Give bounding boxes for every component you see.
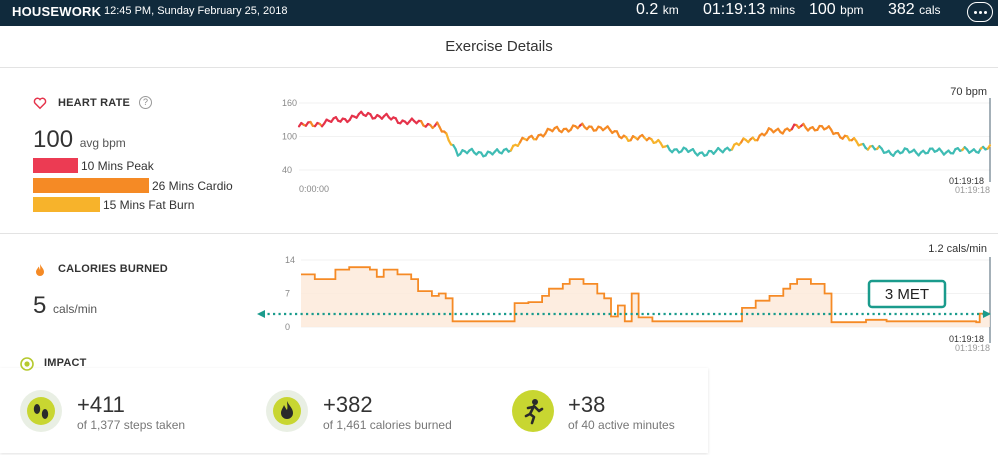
calories-caption: of 1,461 calories burned	[323, 418, 452, 432]
cardio-zone-label: 26 Mins Cardio	[152, 179, 233, 193]
hr-x-start: 0:00:00	[299, 184, 329, 194]
met-label-box	[867, 279, 947, 309]
calories-burned-title: CALORIES BURNED	[58, 263, 168, 275]
flame-icon-circle	[266, 390, 308, 432]
dot-icon	[983, 10, 987, 14]
footprints-icon-circle	[20, 390, 62, 432]
exercise-summary-bar: HOUSEWORK 12:45 PM, Sunday February 25, …	[0, 0, 998, 26]
peak-zone-bar	[33, 158, 78, 173]
distance-stat: 0.2 km	[636, 1, 679, 18]
met-arrow-right	[983, 310, 991, 318]
fat-burn-zone-bar	[33, 197, 100, 212]
calories-per-minute: 5 cals/min	[33, 292, 98, 319]
steps-caption: of 1,377 steps taken	[77, 418, 186, 432]
hr-trace-segment	[986, 144, 992, 150]
hr-x-end-shadow: 01:19:18	[955, 185, 990, 195]
duration-stat: 01:19:13 mins	[703, 1, 796, 18]
impact-panel: +411 of 1,377 steps taken +382 of 1,461 …	[0, 368, 708, 453]
cal-cursor-label: 1.2 cals/min	[928, 243, 987, 255]
running-person-icon	[524, 399, 544, 425]
hr-cursor-label: 70 bpm	[950, 86, 987, 98]
dot-icon	[978, 10, 982, 14]
hr-y-tick: 100	[282, 132, 297, 142]
exercise-datetime: 12:45 PM, Sunday February 25, 2018	[104, 5, 288, 17]
target-icon	[20, 357, 34, 371]
page-title: Exercise Details	[445, 38, 553, 55]
footprints-icon	[27, 397, 55, 425]
met-label: 3 MET	[885, 286, 929, 303]
cal-line	[301, 266, 990, 324]
heart-outline-icon	[33, 97, 47, 110]
divider	[0, 67, 998, 68]
more-options-button[interactable]	[967, 2, 993, 22]
running-person-icon-circle	[512, 390, 554, 432]
cal-y-tick: 7	[285, 289, 290, 299]
dot-icon	[973, 10, 977, 14]
met-arrow-left	[257, 310, 265, 318]
heart-rate-stat: 100 bpm	[809, 1, 864, 18]
cal-y-tick: 0	[285, 322, 290, 332]
calories-stat: 382 cals	[888, 1, 941, 18]
hr-trace-segment	[454, 148, 459, 157]
hr-x-end: 01:19:18	[949, 176, 984, 186]
fat-burn-zone-label: 15 Mins Fat Burn	[103, 198, 195, 212]
hr-y-tick: 160	[282, 98, 297, 108]
cal-x-end-shadow: 01:19:18	[955, 343, 990, 353]
impact-title: IMPACT	[44, 357, 87, 369]
cal-y-tick: 14	[285, 255, 295, 265]
heart-rate-title: HEART RATE	[58, 97, 131, 109]
cal-area	[301, 267, 990, 327]
divider	[0, 233, 998, 234]
steps-value: +411	[77, 392, 125, 417]
peak-zone-label: 10 Mins Peak	[81, 159, 154, 173]
cardio-zone-bar	[33, 178, 149, 193]
avg-heart-rate: 100 avg bpm	[33, 126, 126, 153]
flame-icon	[36, 264, 44, 276]
hr-trace-segment	[445, 132, 450, 142]
help-icon[interactable]: ?	[139, 96, 152, 109]
active-minutes-caption: of 40 active minutes	[568, 418, 675, 432]
cal-x-end: 01:19:18	[949, 334, 984, 344]
hr-y-tick: 40	[282, 165, 292, 175]
activity-name: HOUSEWORK	[12, 4, 102, 19]
active-minutes-value: +38	[568, 392, 606, 417]
flame-icon	[273, 397, 301, 425]
calories-value: +382	[323, 392, 373, 417]
